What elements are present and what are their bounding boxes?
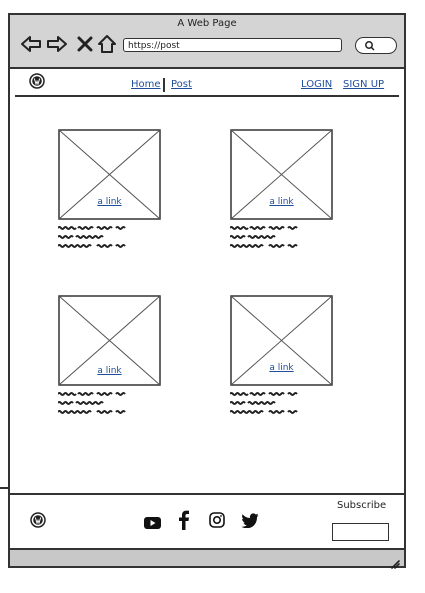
- placeholder-text: [58, 244, 126, 248]
- browser-status-bar: [10, 548, 404, 569]
- header-divider: [15, 95, 399, 97]
- site-footer: [10, 495, 404, 549]
- placeholder-text: [230, 226, 298, 230]
- placeholder-text: [58, 226, 126, 230]
- image-placeholder: [58, 129, 161, 220]
- image-placeholder: [230, 295, 333, 386]
- forward-arrow-icon[interactable]: [46, 33, 68, 55]
- browser-toolbar: A Web Page https://post: [10, 15, 404, 69]
- card-link[interactable]: a link: [269, 363, 294, 373]
- signup-link[interactable]: SIGN UP: [343, 79, 385, 90]
- placeholder-text: [230, 235, 276, 239]
- footer-divider: [10, 493, 404, 495]
- placeholder-text: [230, 392, 298, 396]
- subscribe-input[interactable]: [332, 523, 389, 541]
- twitter-icon[interactable]: [241, 513, 259, 532]
- placeholder-text: [230, 401, 276, 405]
- resize-grip-icon[interactable]: [390, 554, 400, 569]
- nav-home-link[interactable]: Home: [131, 79, 161, 90]
- card-link[interactable]: a link: [269, 197, 294, 207]
- subscribe-label: Subscribe: [337, 500, 387, 511]
- image-placeholder: [230, 129, 333, 220]
- placeholder-text: [58, 401, 104, 405]
- home-icon[interactable]: [96, 33, 118, 55]
- url-input[interactable]: https://post: [123, 38, 342, 52]
- login-link[interactable]: LOGIN: [301, 79, 333, 90]
- search-icon: [365, 41, 375, 51]
- browser-search-box[interactable]: [355, 37, 397, 54]
- stop-icon[interactable]: [74, 33, 96, 55]
- placeholder-text: [230, 410, 298, 414]
- site-header: Home Post LOGIN SIGN UP: [10, 69, 404, 97]
- back-arrow-icon[interactable]: [20, 33, 42, 55]
- placeholder-text: [58, 235, 104, 239]
- card-link[interactable]: a link: [97, 197, 122, 207]
- placeholder-text: [58, 410, 126, 414]
- wordpress-logo[interactable]: [29, 73, 45, 89]
- browser-window: A Web Page https://post: [8, 13, 406, 569]
- instagram-icon[interactable]: [209, 512, 225, 532]
- youtube-icon[interactable]: [144, 514, 161, 533]
- placeholder-text: [230, 244, 298, 248]
- nav-post-link[interactable]: Post: [171, 79, 192, 90]
- wordpress-logo[interactable]: [30, 512, 46, 528]
- side-tick: [0, 487, 9, 489]
- image-placeholder: [58, 295, 161, 386]
- window-title: A Web Page: [177, 18, 237, 29]
- nav-separator: [163, 78, 165, 92]
- facebook-icon[interactable]: [178, 510, 190, 534]
- card-link[interactable]: a link: [97, 366, 122, 376]
- placeholder-text: [58, 392, 126, 396]
